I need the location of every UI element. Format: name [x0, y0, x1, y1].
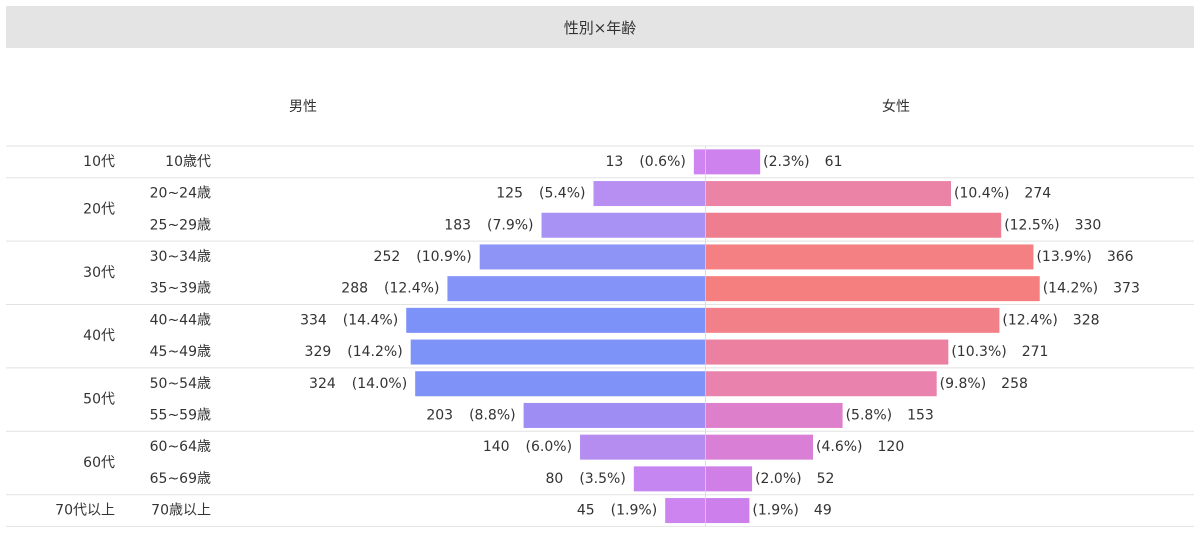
male-count-label: 324 — [309, 376, 336, 392]
male-count-label: 183 — [444, 217, 471, 233]
male-percent-label: (12.4%) — [384, 281, 439, 297]
male-bar — [410, 339, 706, 365]
female-bar — [705, 371, 937, 397]
male-percent-label: (14.4%) — [343, 312, 398, 328]
male-count-label: 252 — [374, 249, 401, 265]
male-bar — [406, 307, 706, 333]
female-percent-label: (5.8%) — [846, 407, 893, 423]
female-count-label: 52 — [817, 471, 835, 487]
age-category-label: 20~24歳 — [150, 186, 211, 202]
age-group-label: 40代 — [83, 328, 115, 344]
female-percent-label: (12.4%) — [1002, 312, 1057, 328]
age-category-label: 35~39歳 — [150, 281, 211, 297]
female-count-label: 258 — [1001, 376, 1028, 392]
male-percent-label: (7.9%) — [487, 217, 534, 233]
male-bar — [415, 371, 706, 397]
female-bar — [705, 339, 949, 365]
female-percent-label: (9.8%) — [940, 376, 987, 392]
age-category-label: 30~34歳 — [150, 249, 211, 265]
male-percent-label: (3.5%) — [579, 471, 626, 487]
male-series-label: 男性 — [289, 99, 317, 115]
male-bar — [580, 434, 706, 460]
male-count-label: 80 — [545, 471, 563, 487]
male-bar — [447, 276, 706, 302]
male-percent-label: (6.0%) — [526, 439, 573, 455]
female-percent-label: (1.9%) — [752, 503, 799, 519]
age-group-label: 20代 — [83, 201, 115, 217]
female-percent-label: (2.0%) — [755, 471, 802, 487]
female-percent-label: (10.3%) — [951, 344, 1006, 360]
female-count-label: 366 — [1107, 249, 1134, 265]
male-bar — [541, 212, 706, 238]
male-percent-label: (14.2%) — [347, 344, 402, 360]
age-category-label: 60~64歳 — [150, 439, 211, 455]
female-percent-label: (10.4%) — [954, 186, 1009, 202]
male-percent-label: (8.8%) — [469, 407, 516, 423]
chart-title-bar: 性別×年齢 — [6, 6, 1194, 48]
female-count-label: 49 — [814, 503, 832, 519]
age-group-label: 60代 — [83, 455, 115, 471]
male-count-label: 203 — [426, 407, 453, 423]
female-count-label: 61 — [825, 154, 843, 170]
male-percent-label: (5.4%) — [539, 186, 586, 202]
female-count-label: 328 — [1073, 312, 1100, 328]
female-bar — [705, 307, 1000, 333]
female-bar — [705, 498, 750, 524]
female-count-label: 153 — [907, 407, 934, 423]
female-bar — [705, 402, 843, 428]
male-count-label: 45 — [577, 503, 595, 519]
male-count-label: 334 — [300, 312, 327, 328]
male-count-label: 13 — [606, 154, 624, 170]
male-bar — [633, 466, 706, 492]
male-bar — [665, 498, 706, 524]
female-count-label: 274 — [1024, 186, 1051, 202]
male-bar — [479, 244, 706, 270]
female-count-label: 373 — [1113, 281, 1140, 297]
male-count-label: 288 — [341, 281, 368, 297]
female-series-label: 女性 — [882, 98, 910, 115]
female-bar — [705, 434, 814, 460]
male-percent-label: (1.9%) — [611, 503, 658, 519]
male-percent-label: (14.0%) — [352, 376, 407, 392]
female-bar — [705, 276, 1040, 302]
male-count-label: 329 — [305, 344, 332, 360]
age-category-label: 55~59歳 — [150, 407, 211, 423]
age-group-label: 10代 — [83, 154, 115, 170]
age-category-label: 65~69歳 — [150, 471, 211, 487]
female-bar — [705, 244, 1034, 270]
age-group-label: 70代以上 — [55, 503, 115, 519]
age-category-label: 40~44歳 — [150, 312, 211, 328]
male-percent-label: (0.6%) — [639, 154, 686, 170]
male-bar — [693, 149, 706, 175]
female-count-label: 330 — [1075, 217, 1102, 233]
male-bar — [523, 402, 706, 428]
female-percent-label: (12.5%) — [1004, 217, 1059, 233]
female-percent-label: (2.3%) — [763, 154, 810, 170]
age-category-label: 70歳以上 — [151, 503, 211, 519]
male-count-label: 125 — [496, 186, 523, 202]
age-category-label: 50~54歳 — [150, 376, 211, 392]
age-category-label: 25~29歳 — [150, 217, 211, 233]
age-group-label: 30代 — [83, 265, 115, 281]
male-count-label: 140 — [483, 439, 510, 455]
female-count-label: 271 — [1022, 344, 1049, 360]
female-count-label: 120 — [878, 439, 905, 455]
female-bar — [705, 466, 753, 492]
female-bar — [705, 212, 1002, 238]
age-category-label: 45~49歳 — [150, 344, 211, 360]
chart-title: 性別×年齢 — [563, 18, 637, 37]
female-percent-label: (4.6%) — [816, 439, 863, 455]
age-group-label: 50代 — [83, 392, 115, 408]
female-percent-label: (13.9%) — [1036, 249, 1091, 265]
female-percent-label: (14.2%) — [1043, 281, 1098, 297]
male-bar — [593, 181, 706, 207]
female-bar — [705, 181, 952, 207]
age-category-label: 10歳代 — [165, 154, 211, 170]
male-percent-label: (10.9%) — [416, 249, 471, 265]
female-bar — [705, 149, 761, 175]
